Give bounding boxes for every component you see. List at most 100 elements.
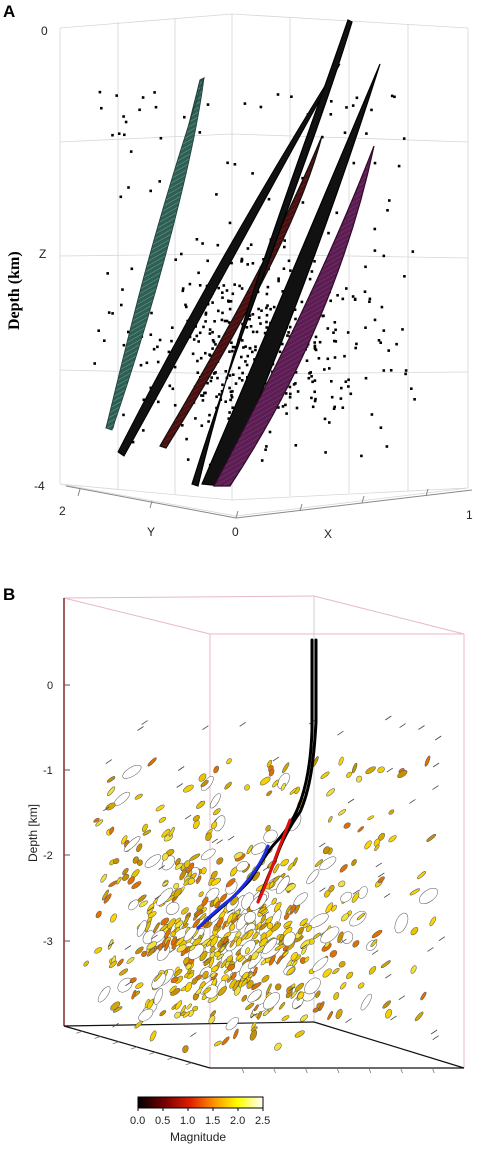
- event-ellipse: [226, 955, 234, 963]
- event-ellipse: [219, 946, 226, 952]
- event-point: [263, 331, 267, 335]
- event-point: [251, 313, 255, 316]
- event-ellipse: [370, 939, 378, 947]
- colorbar-tick-2: 1.0: [180, 1115, 195, 1127]
- event-ellipse: [273, 863, 280, 874]
- event-point: [244, 360, 247, 363]
- event-ellipse: [358, 886, 368, 899]
- event-ellipse: [227, 963, 236, 971]
- event-ellipse: [397, 769, 408, 779]
- event-dash: [202, 958, 209, 964]
- event-point: [343, 131, 347, 134]
- event-ellipse: [142, 829, 152, 836]
- event-ellipse: [356, 775, 363, 783]
- event-point: [224, 370, 228, 373]
- event-ellipse: [167, 918, 176, 929]
- event-point: [231, 292, 235, 296]
- event-ellipse: [429, 916, 437, 927]
- event-point: [228, 307, 232, 311]
- event-ellipse: [290, 951, 298, 961]
- event-point: [251, 330, 255, 334]
- event-point: [277, 277, 280, 280]
- event-ellipse: [281, 1015, 290, 1021]
- event-point: [254, 345, 257, 348]
- event-point: [158, 338, 162, 342]
- event-point: [313, 399, 317, 403]
- event-dash: [418, 725, 425, 730]
- event-ellipse: [335, 1008, 343, 1019]
- event-ellipse: [265, 825, 271, 832]
- event-point: [257, 316, 261, 319]
- event-ellipse: [113, 1006, 123, 1013]
- event-dash: [432, 762, 440, 768]
- event-point: [226, 161, 229, 165]
- event-ellipse: [129, 977, 137, 984]
- fault-plane-black-1: [117, 63, 341, 457]
- event-dash: [184, 814, 192, 820]
- event-ellipse: [266, 922, 274, 930]
- event-ellipse: [273, 902, 282, 913]
- event-ellipse: [352, 940, 360, 948]
- event-point: [225, 289, 229, 292]
- event-point: [336, 294, 339, 297]
- event-ellipse: [286, 986, 293, 994]
- event-point: [124, 120, 128, 124]
- event-point: [227, 300, 231, 303]
- event-ellipse: [102, 889, 109, 901]
- event-point: [173, 404, 177, 407]
- event-point: [264, 448, 267, 451]
- event-ellipse: [233, 851, 244, 859]
- event-point: [207, 420, 210, 423]
- event-ellipse: [225, 878, 236, 888]
- event-ellipse: [122, 873, 130, 881]
- event-ellipse: [122, 764, 142, 779]
- event-ellipse: [380, 960, 391, 969]
- event-ellipse: [147, 947, 156, 957]
- event-ellipse: [106, 776, 116, 783]
- event-point: [265, 306, 268, 310]
- event-ellipse: [147, 999, 154, 1010]
- event-point: [281, 290, 284, 293]
- event-point: [233, 163, 237, 166]
- event-point: [390, 94, 394, 98]
- event-point: [313, 347, 317, 351]
- event-ellipse: [175, 1000, 183, 1010]
- event-point: [231, 345, 235, 349]
- event-point: [335, 211, 339, 215]
- event-point: [355, 96, 359, 100]
- event-ellipse: [217, 986, 227, 996]
- event-ellipse: [252, 931, 259, 940]
- event-ellipse: [274, 1042, 282, 1051]
- event-point: [196, 359, 199, 363]
- event-ellipse: [209, 946, 216, 953]
- event-point: [360, 454, 363, 458]
- event-ellipse: [179, 869, 187, 881]
- event-point: [393, 95, 396, 99]
- event-ellipse: [263, 992, 280, 1010]
- event-ellipse: [208, 956, 215, 969]
- event-ellipse: [241, 978, 248, 987]
- event-point: [281, 405, 285, 408]
- event-ellipse: [339, 982, 347, 990]
- event-ellipse: [93, 817, 100, 823]
- event-point: [241, 339, 244, 342]
- event-ellipse: [394, 912, 409, 934]
- event-dash: [300, 944, 308, 949]
- event-point: [188, 282, 192, 286]
- event-point: [266, 285, 270, 289]
- event-dash: [345, 1018, 352, 1023]
- event-ellipse: [154, 972, 163, 982]
- event-point: [184, 303, 187, 307]
- event-point: [301, 176, 304, 180]
- event-ellipse: [144, 920, 152, 933]
- event-point: [294, 444, 298, 447]
- event-point: [355, 342, 358, 346]
- event-point: [283, 245, 286, 249]
- event-ellipse: [161, 852, 169, 861]
- event-dash: [289, 986, 296, 992]
- event-ellipse: [164, 939, 170, 952]
- panel-a-y-letter: Y: [147, 525, 155, 539]
- event-point: [228, 221, 232, 225]
- event-dash: [250, 1013, 258, 1018]
- event-point: [211, 339, 215, 342]
